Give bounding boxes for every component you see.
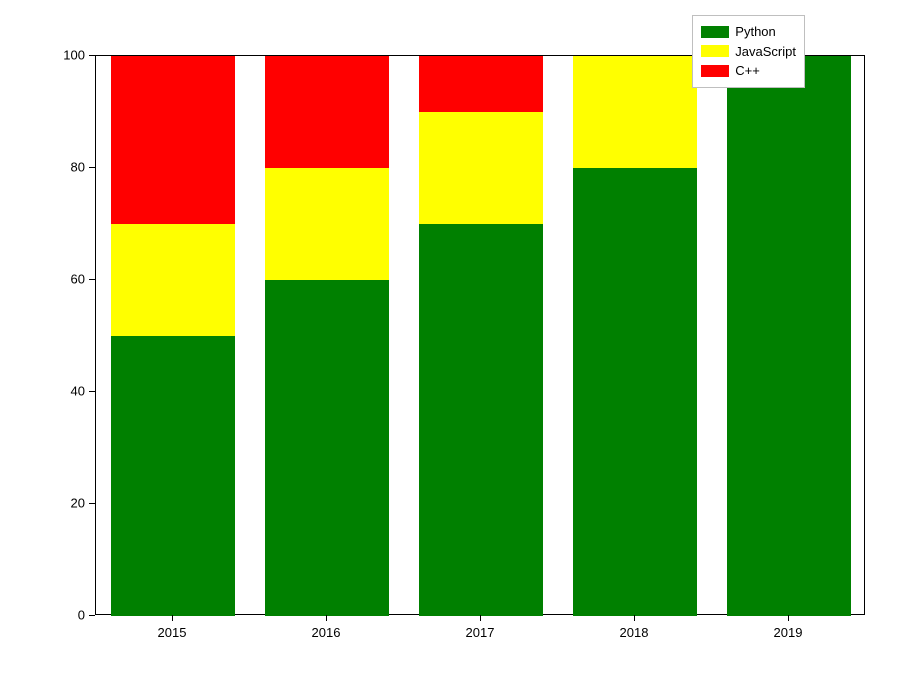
bar-segment	[111, 224, 234, 336]
legend: PythonJavaScriptC++	[692, 15, 805, 88]
y-tick-label: 0	[49, 608, 85, 623]
bar-segment	[419, 56, 542, 112]
legend-swatch	[701, 26, 729, 38]
legend-label: Python	[735, 22, 775, 42]
y-tick-label: 80	[49, 160, 85, 175]
bar-segment	[419, 224, 542, 616]
legend-label: C++	[735, 61, 760, 81]
y-tick-label: 20	[49, 496, 85, 511]
y-tick-label: 100	[49, 48, 85, 63]
bar-segment	[573, 168, 696, 616]
bar-segment	[573, 56, 696, 168]
x-tick-label: 2015	[158, 625, 187, 640]
legend-item: Python	[701, 22, 796, 42]
x-tick	[634, 615, 635, 621]
y-tick	[89, 279, 95, 280]
y-tick	[89, 167, 95, 168]
chart-container: PythonJavaScriptC++ 0 20 40 60 80 100 2015 2016…	[0, 0, 900, 700]
x-tick	[788, 615, 789, 621]
bar-segment	[727, 56, 850, 616]
x-tick-label: 2017	[466, 625, 495, 640]
bar-segment	[265, 280, 388, 616]
legend-item: C++	[701, 61, 796, 81]
y-tick	[89, 615, 95, 616]
legend-item: JavaScript	[701, 42, 796, 62]
legend-swatch	[701, 65, 729, 77]
y-tick	[89, 503, 95, 504]
y-tick	[89, 391, 95, 392]
x-tick	[326, 615, 327, 621]
y-tick-label: 60	[49, 272, 85, 287]
y-tick-label: 40	[49, 384, 85, 399]
y-tick	[89, 55, 95, 56]
x-tick	[172, 615, 173, 621]
legend-label: JavaScript	[735, 42, 796, 62]
bar-segment	[111, 336, 234, 616]
bar-segment	[419, 112, 542, 224]
bar-segment	[111, 56, 234, 224]
x-tick-label: 2018	[620, 625, 649, 640]
legend-swatch	[701, 45, 729, 57]
x-tick	[480, 615, 481, 621]
plot-area	[95, 55, 865, 615]
x-tick-label: 2016	[312, 625, 341, 640]
bar-segment	[265, 168, 388, 280]
x-tick-label: 2019	[774, 625, 803, 640]
bar-segment	[265, 56, 388, 168]
